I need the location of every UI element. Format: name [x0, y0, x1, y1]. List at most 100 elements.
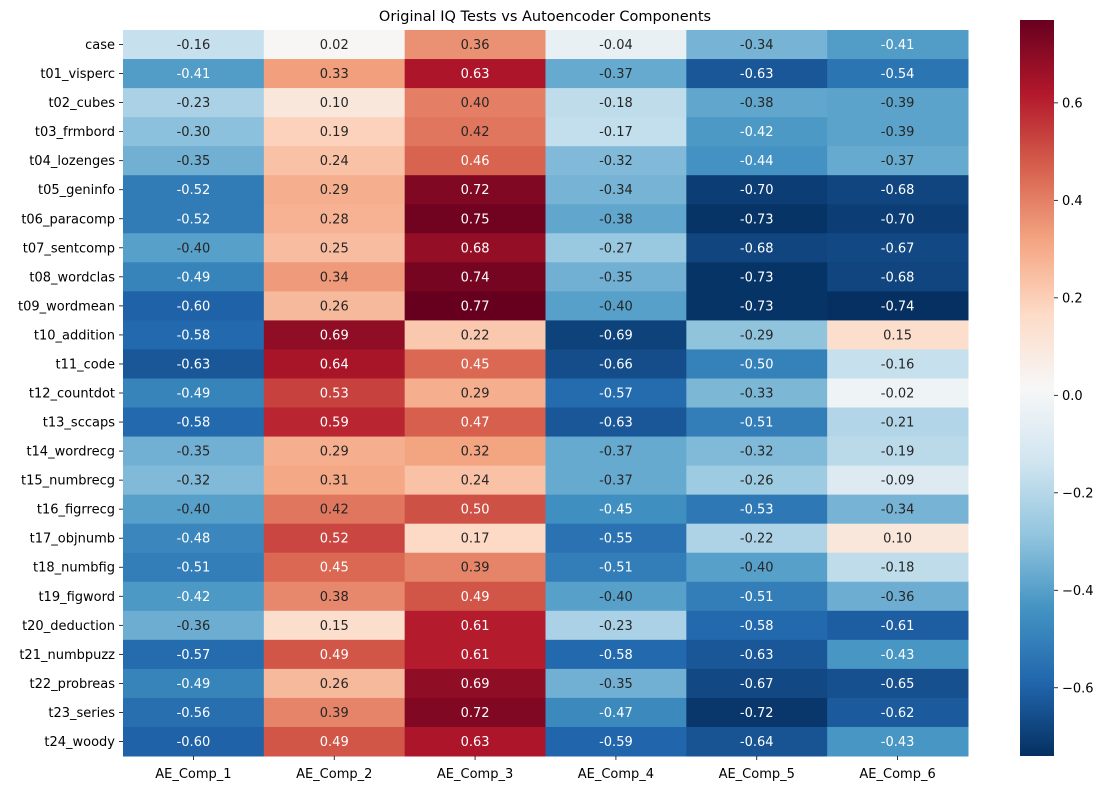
heatmap-cell: [827, 378, 969, 409]
cell-value-label: -0.18: [881, 561, 915, 576]
cell-value-label: -0.35: [177, 154, 211, 169]
heatmap-cell: [404, 552, 546, 583]
heatmap-cell: [123, 349, 265, 379]
heatmap-cell: [827, 30, 969, 60]
cell-value-label: 0.33: [320, 67, 349, 82]
heatmap-cell: [123, 59, 265, 89]
heatmap-cell: [123, 146, 265, 176]
heatmap-cell: [123, 407, 265, 438]
cell-value-label: -0.21: [881, 416, 915, 431]
y-tick-label: t21_numbpuzz: [19, 648, 115, 663]
heatmap-cell: [404, 30, 546, 60]
heatmap-cell: [686, 726, 828, 757]
x-tick-label: AE_Comp_6: [859, 767, 935, 782]
cell-value-label: -0.35: [599, 677, 633, 692]
heatmap-cell: [404, 204, 546, 234]
cell-value-label: -0.51: [740, 590, 774, 605]
cell-value-label: -0.73: [740, 212, 774, 227]
y-tick-label: t18_numbfig: [33, 561, 115, 576]
heatmap-cell: [827, 204, 969, 234]
y-tick-label: t19_figword: [38, 590, 115, 605]
heatmap-cell: [545, 552, 687, 583]
heatmap-cell: [404, 291, 546, 321]
colorbar-tick-label: 0.4: [1062, 194, 1083, 209]
cell-value-label: -0.60: [177, 299, 211, 314]
cell-value-label: 0.29: [320, 183, 349, 198]
heatmap-cell: [686, 233, 828, 263]
cell-value-label: -0.30: [177, 125, 211, 140]
heatmap-cell: [123, 233, 265, 263]
heatmap-cell: [827, 494, 969, 525]
y-tick-label: t06_paracomp: [21, 212, 115, 227]
cell-value-label: 0.15: [320, 619, 349, 634]
heatmap-cell: [686, 320, 828, 350]
cell-value-label: 0.45: [320, 561, 349, 576]
heatmap-cell: [123, 639, 265, 670]
cell-value-label: -0.34: [740, 38, 774, 53]
heatmap-cell: [686, 117, 828, 147]
cell-value-label: -0.58: [599, 648, 633, 663]
heatmap-cell: [404, 639, 546, 670]
heatmap-cell: [123, 726, 265, 757]
chart-title: Original IQ Tests vs Autoencoder Compone…: [379, 9, 711, 25]
cell-value-label: 0.61: [461, 619, 490, 634]
cell-value-label: 0.72: [461, 706, 490, 721]
cell-value-label: 0.29: [461, 387, 490, 402]
cell-value-label: 0.38: [320, 590, 349, 605]
cell-value-label: 0.32: [461, 445, 490, 460]
cell-value-label: -0.70: [881, 212, 915, 227]
heatmap-cell: [263, 668, 406, 699]
cell-value-label: -0.34: [599, 183, 633, 198]
cell-value-label: -0.39: [881, 96, 915, 111]
cell-value-label: -0.45: [599, 503, 633, 518]
cell-value-label: -0.53: [740, 503, 774, 518]
heatmap-cell: [545, 291, 687, 321]
cell-value-label: -0.44: [740, 154, 774, 169]
cell-value-label: -0.41: [881, 38, 915, 53]
heatmap-cell: [827, 726, 969, 757]
cell-value-label: -0.09: [881, 474, 915, 489]
heatmap-cell: [404, 465, 546, 496]
heatmap-cell: [827, 88, 969, 118]
heatmap-cell: [827, 436, 969, 467]
cell-value-label: 0.74: [461, 270, 490, 285]
cell-value-label: -0.26: [740, 474, 774, 489]
cell-value-label: 0.10: [320, 96, 349, 111]
heatmap-cell: [123, 291, 265, 321]
heatmap-cell: [545, 668, 687, 699]
cell-value-label: 0.45: [461, 357, 490, 372]
heatmap-cell: [545, 233, 687, 263]
y-tick-label: t24_woody: [44, 735, 115, 750]
heatmap-cell: [545, 349, 687, 379]
heatmap-cell: [827, 668, 969, 699]
y-tick-label: t07_sentcomp: [23, 241, 115, 256]
colorbar-tick-label: −0.2: [1062, 486, 1094, 501]
cell-value-label: -0.23: [599, 619, 633, 634]
y-axis-tick-labels: case t01_visperc t02_cubes t03_frmbord t04_l…: [18, 38, 123, 750]
cell-value-label: 0.22: [461, 328, 490, 343]
y-tick-label: t15_numbrecg: [21, 474, 115, 489]
heatmap-cell: [263, 407, 406, 438]
cell-value-label: -0.51: [740, 416, 774, 431]
cell-value-label: 0.39: [320, 706, 349, 721]
cell-value-label: -0.43: [881, 735, 915, 750]
cell-value-label: 0.49: [320, 735, 349, 750]
heatmap-cell: [827, 465, 969, 496]
cell-value-label: 0.36: [461, 38, 490, 53]
cell-annotations: -0.16 0.02 0.36 -0.04 -0.34 -0.41 -0.41 0.33 0.6…: [177, 38, 915, 750]
cell-value-label: -0.49: [177, 387, 211, 402]
heatmap-cell: [686, 175, 828, 205]
heatmap-cell: [686, 88, 828, 118]
heatmap-cell: [686, 378, 828, 409]
cell-value-label: -0.67: [881, 241, 915, 256]
heatmap-cell: [545, 262, 687, 292]
cell-value-label: -0.16: [881, 357, 915, 372]
x-tick-label: AE_Comp_5: [719, 767, 795, 782]
cell-value-label: -0.48: [177, 532, 211, 547]
cell-value-label: 0.52: [320, 532, 349, 547]
heatmap-cell: [263, 88, 406, 118]
heatmap-cell: [123, 668, 265, 699]
heatmap-cell: [827, 59, 969, 89]
heatmap-cell: [545, 146, 687, 176]
